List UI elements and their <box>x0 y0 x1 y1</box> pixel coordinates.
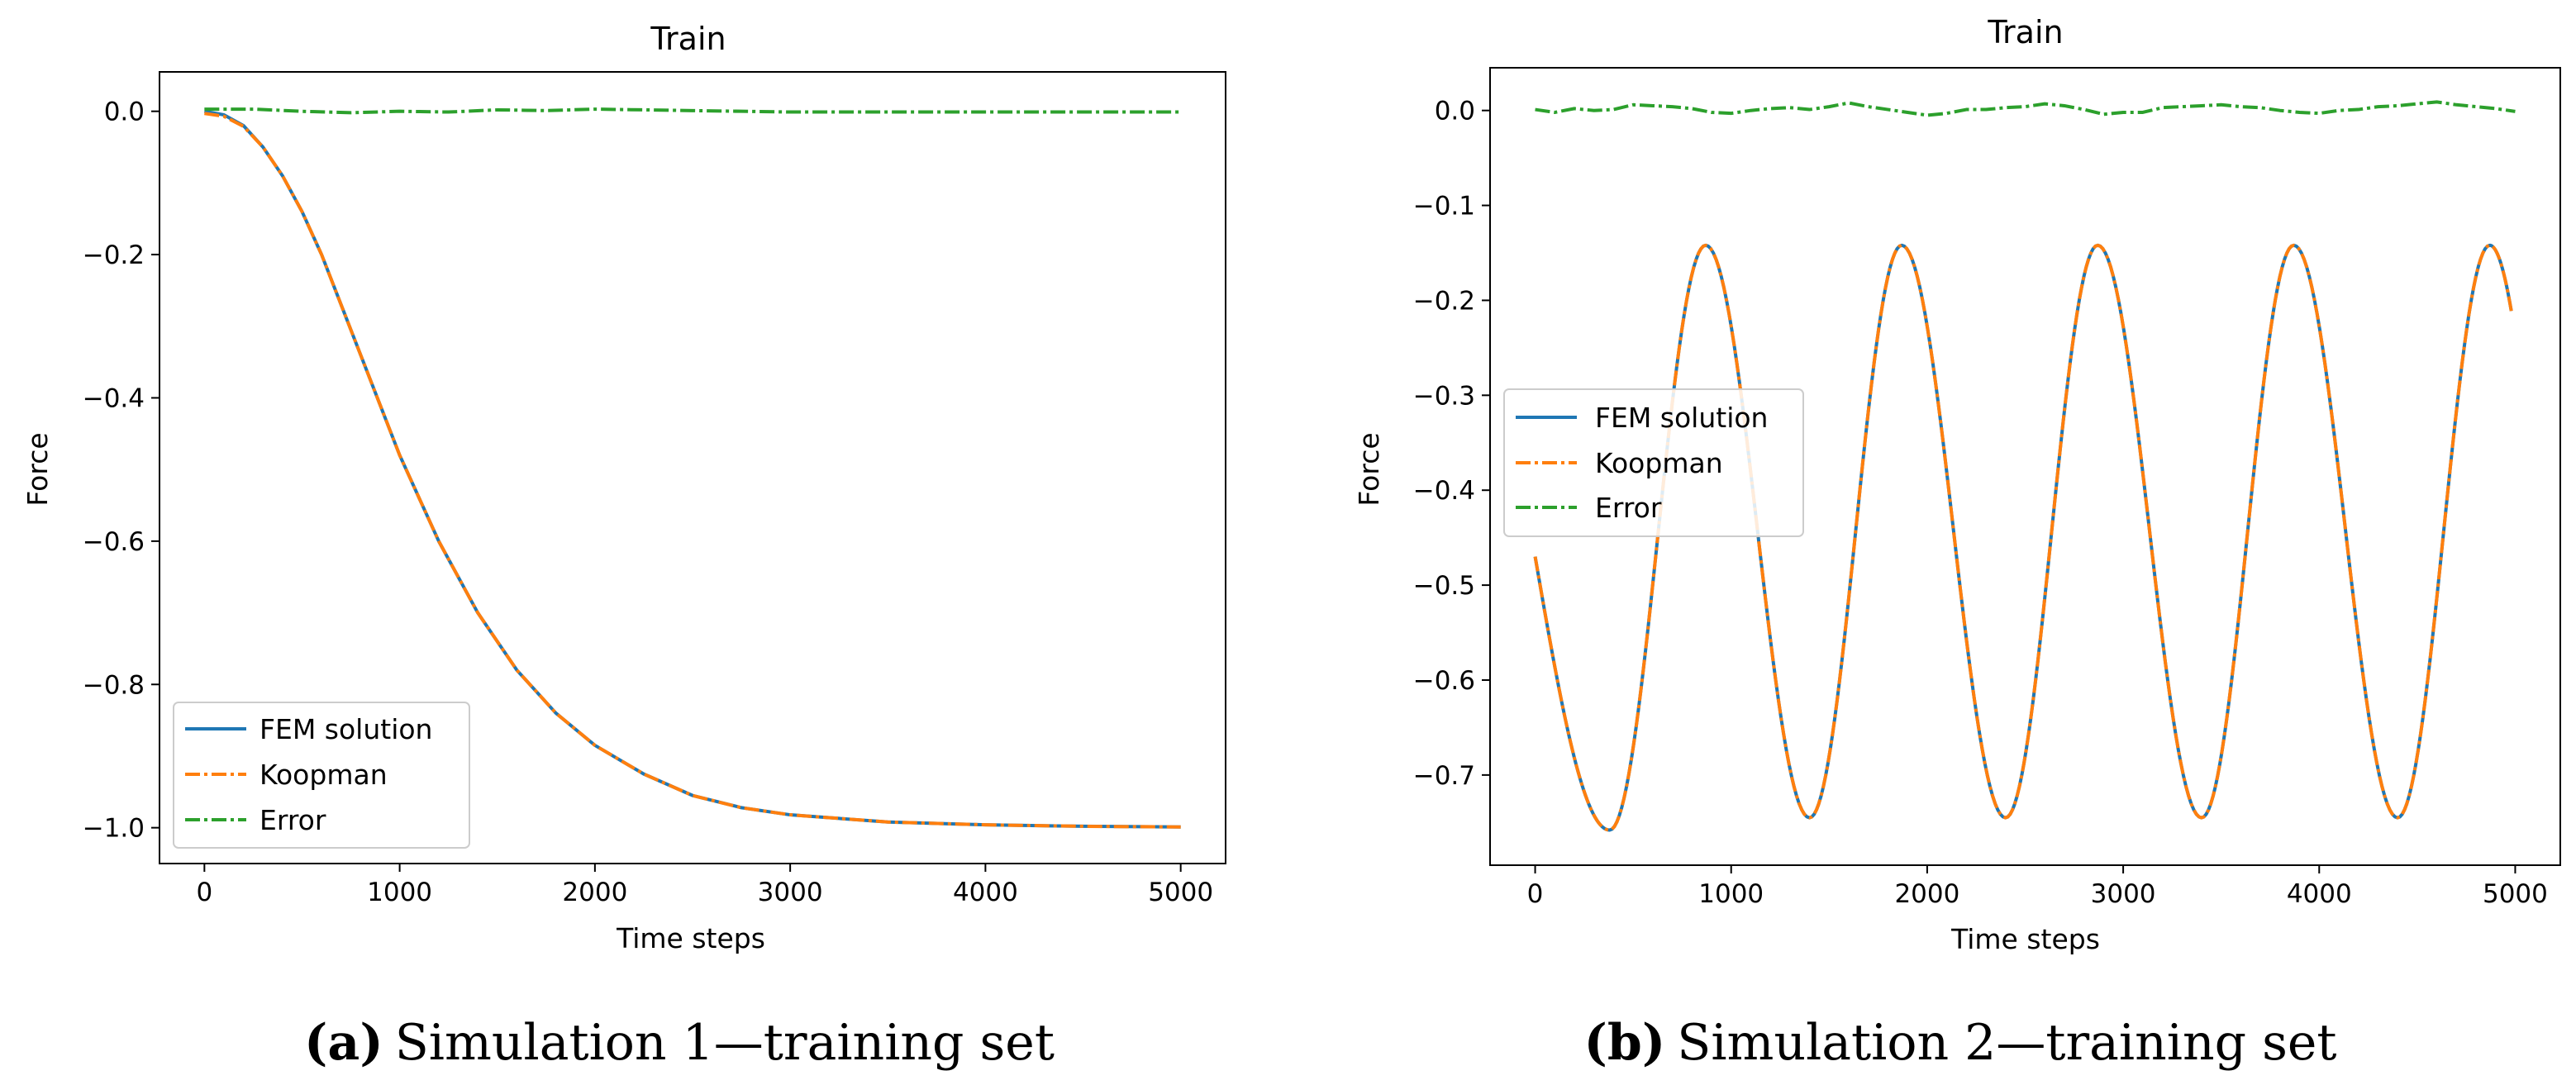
y-tick-label-b: −0.1 <box>1413 192 1475 221</box>
y-tick-label-a: 0.0 <box>104 98 145 127</box>
legend-b: FEM solution Koopman Error <box>1503 388 1804 537</box>
legend-label-error-a: Error <box>260 804 326 836</box>
series-line-error-a <box>204 107 1181 115</box>
series-line-koopman-a <box>204 112 1181 829</box>
series-line-error-b <box>1535 100 2516 117</box>
x-tick-label-a: 0 <box>196 878 212 907</box>
y-tick-label-b: −0.3 <box>1413 381 1475 411</box>
legend-label-koopman-a: Koopman <box>260 759 388 791</box>
y-tick-label-b: −0.4 <box>1413 476 1475 506</box>
caption-text-a: Simulation 1—training set <box>395 1014 1055 1072</box>
panel-a: Train 0 1000 2000 3000 4000 5000 0.0 −0.2 −0.4 −0… <box>21 21 1226 1072</box>
legend-label-fem-b: FEM solution <box>1595 402 1768 434</box>
chart-title-b: Train <box>1987 14 2063 50</box>
legend-label-koopman-b: Koopman <box>1595 447 1723 479</box>
chart-title-a: Train <box>650 21 726 57</box>
x-tick-label-a: 1000 <box>367 878 432 907</box>
x-tick-label-a: 3000 <box>758 878 823 907</box>
plot-frame-a <box>159 71 1226 864</box>
x-tick-label-b: 0 <box>1527 879 1544 909</box>
y-tick-label-a: −0.2 <box>83 240 145 270</box>
y-tick-label-b: −0.6 <box>1413 666 1475 696</box>
legend-box-a <box>173 702 470 849</box>
x-tick-label-b: 2000 <box>1894 879 1959 909</box>
x-tick-label-a: 4000 <box>953 878 1018 907</box>
x-tick-label-a: 2000 <box>562 878 627 907</box>
y-tick-label-b: −0.7 <box>1413 761 1475 791</box>
legend-box-b <box>1503 388 1804 537</box>
x-tick-label-a: 5000 <box>1148 878 1213 907</box>
panel-b: Train 0 1000 2000 3000 4000 5000 0.0 −0.1 −0.2 −0… <box>1353 14 2561 1072</box>
x-axis-label-a: Time steps <box>616 922 765 954</box>
y-tick-label-b: 0.0 <box>1435 97 1475 126</box>
y-tick-label-a: −0.8 <box>83 670 145 700</box>
y-axis-label-a: Force <box>21 432 54 506</box>
caption-text-b: Simulation 2—training set <box>1677 1014 2336 1072</box>
x-tick-label-b: 5000 <box>2483 879 2548 909</box>
plot-frame-b <box>1489 67 2561 866</box>
caption-a: (a) Simulation 1—training set <box>304 1014 1055 1072</box>
series-a <box>203 107 1181 829</box>
y-tick-label-a: −0.4 <box>83 383 145 413</box>
x-axis-label-b: Time steps <box>1950 923 2100 955</box>
legend-label-error-b: Error <box>1595 492 1662 524</box>
legend-label-fem-a: FEM solution <box>260 713 432 745</box>
y-tick-label-a: −1.0 <box>83 814 145 844</box>
caption-letter-b: (b) <box>1584 1014 1666 1072</box>
y-tick-label-a: −0.6 <box>83 527 145 557</box>
series-line-koopman-b <box>1533 243 2513 832</box>
x-tick-label-b: 4000 <box>2287 879 2352 909</box>
y-axis-label-b: Force <box>1353 432 1385 506</box>
ticks-a: 0 1000 2000 3000 4000 5000 0.0 −0.2 −0.4 −0.6 −0.8… <box>83 98 1213 907</box>
series-b <box>1533 100 2516 832</box>
ticks-b: 0 1000 2000 3000 4000 5000 0.0 −0.1 −0.2 −0.3 −0.4… <box>1413 97 2548 909</box>
y-tick-label-b: −0.5 <box>1413 571 1475 601</box>
caption-b: (b) Simulation 2—training set <box>1584 1014 2337 1072</box>
x-tick-label-b: 1000 <box>1698 879 1764 909</box>
x-tick-label-b: 3000 <box>2091 879 2156 909</box>
y-tick-label-b: −0.2 <box>1413 286 1475 316</box>
legend-a: FEM solution Koopman Error <box>173 702 470 849</box>
caption-letter-a: (a) <box>304 1014 383 1072</box>
